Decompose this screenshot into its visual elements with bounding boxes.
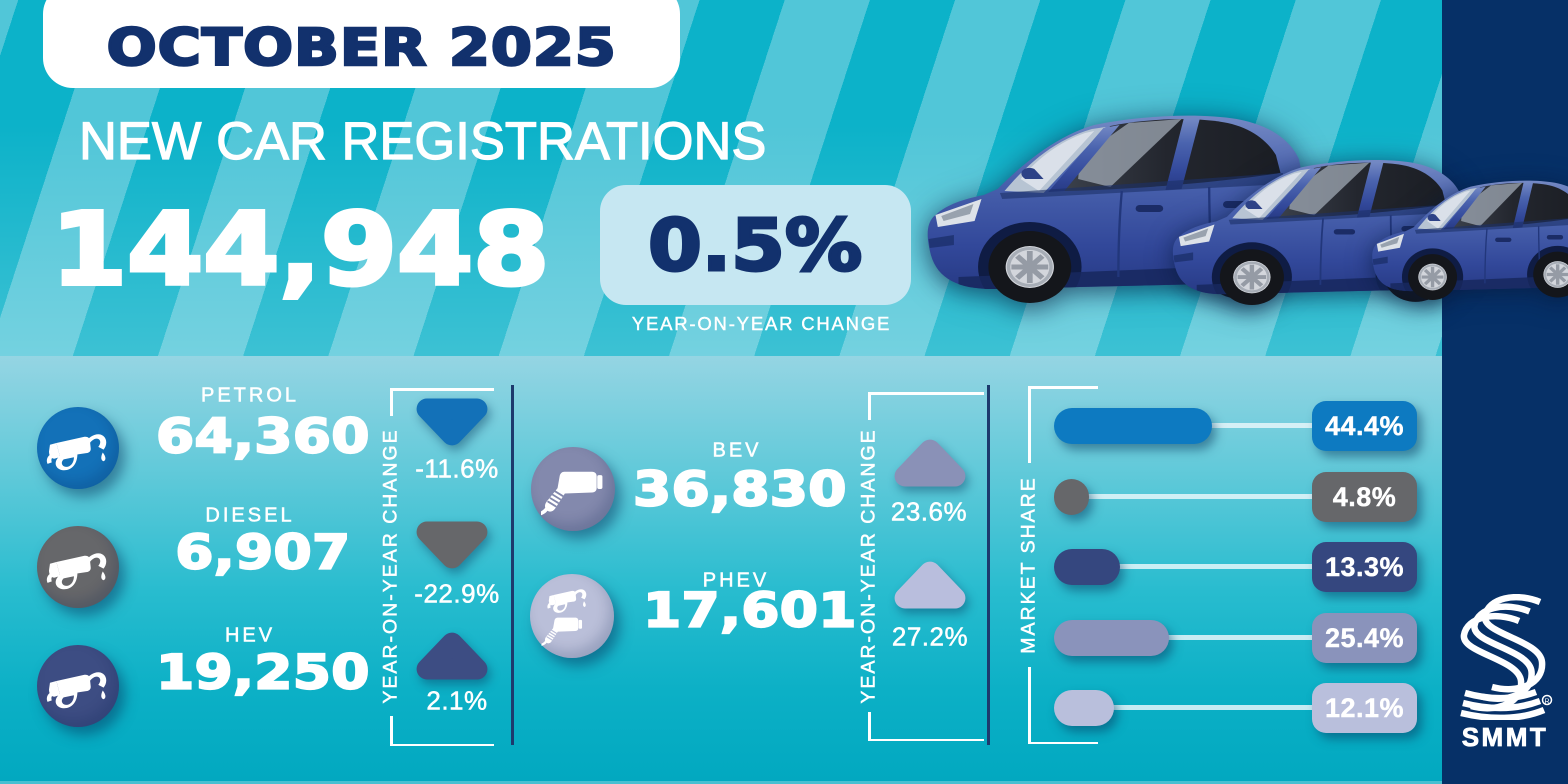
bev-label: BEV — [712, 439, 762, 462]
fuel-bracket-line-bottom — [390, 716, 393, 746]
fuel-bracket-bottom-arm — [390, 743, 494, 746]
ev-bracket-line-bottom — [868, 712, 871, 741]
market-share-bracket-bottom-arm — [1028, 741, 1098, 744]
hev-label: HEV — [224, 624, 276, 647]
diesel-label: DIESEL — [205, 504, 295, 527]
registered-mark: R — [1544, 698, 1549, 705]
market-share-bar-bev — [1054, 620, 1169, 656]
diesel-icon-circle — [37, 526, 119, 608]
diesel-yoy-triangle-down — [415, 521, 490, 571]
petrol-label: PETROL — [200, 384, 300, 407]
market-share-pill-phev: 12.1% — [1312, 683, 1417, 733]
market-share-bar-hev — [1054, 549, 1120, 585]
market-share-pill-hev: 13.3% — [1312, 542, 1417, 592]
yoy-change-caption: YEAR-ON-YEAR CHANGE — [631, 313, 892, 334]
market-share-connector — [1104, 705, 1317, 710]
market-share-pill-bev: 25.4% — [1312, 613, 1417, 663]
fuel-nozzle-icon — [45, 432, 109, 472]
market-share-value: 12.1% — [1324, 692, 1405, 723]
diesel-value: 6,907 — [174, 524, 351, 581]
petrol-icon-circle — [37, 407, 119, 489]
market-share-connector — [1202, 423, 1317, 428]
petrol-yoy-value: -11.6% — [415, 453, 499, 484]
ev-bracket-top-arm — [868, 392, 984, 395]
market-share-pill-petrol: 44.4% — [1312, 401, 1417, 451]
market-share-connector — [1110, 564, 1317, 569]
market-share-bar-diesel — [1054, 479, 1089, 515]
market-share-connector — [1079, 494, 1317, 499]
hev-icon-circle — [37, 645, 119, 727]
page-title: NEW CAR REGISTRATIONS — [78, 111, 767, 171]
diesel-yoy-value: -22.9% — [414, 578, 500, 609]
market-share-value: 44.4% — [1324, 410, 1405, 441]
month-label: OCTOBER 2025 — [105, 17, 617, 79]
ev-bracket-line-top — [868, 392, 871, 420]
hev-value: 19,250 — [155, 644, 371, 701]
market-share-connector — [1159, 635, 1317, 640]
bottom-edge-highlight — [0, 781, 1442, 784]
down-triangle-icon — [416, 398, 488, 446]
market-share-bracket-line-top — [1028, 386, 1031, 463]
yoy-change-box: 0.5% — [600, 185, 911, 305]
cars-illustration — [900, 80, 1568, 360]
smmt-logo-text: SMMT — [1461, 722, 1549, 753]
right-navy-band — [1442, 0, 1568, 784]
fuel-nozzle-icon — [45, 551, 109, 591]
market-share-bracket-label: MARKET SHARE — [1017, 476, 1040, 654]
month-banner: OCTOBER 2025 — [43, 0, 680, 88]
fuel-bracket-line-top — [390, 388, 393, 416]
bev-yoy-triangle-up — [893, 438, 968, 487]
yoy-change-value: 0.5% — [647, 202, 864, 288]
market-share-value: 13.3% — [1324, 551, 1405, 582]
bev-value: 36,830 — [632, 461, 848, 518]
fuel-nozzle-icon — [45, 670, 109, 710]
up-triangle-icon — [894, 439, 966, 487]
fuel-bracket-label: YEAR-ON-YEAR CHANGE — [379, 428, 402, 704]
down-triangle-icon — [416, 521, 488, 569]
market-share-value: 25.4% — [1324, 622, 1405, 653]
ev-plug-icon — [541, 470, 604, 517]
bev-yoy-value: 23.6% — [890, 496, 968, 527]
market-share-value: 4.8% — [1332, 481, 1397, 512]
phev-value: 17,601 — [642, 582, 858, 639]
phev-icon-circle — [530, 574, 614, 658]
hev-yoy-value: 2.1% — [426, 685, 488, 716]
market-share-pill-diesel: 4.8% — [1312, 472, 1417, 522]
up-triangle-icon — [416, 632, 488, 680]
ev-bracket-bottom-arm — [868, 738, 984, 741]
market-share-bracket-line-bottom — [1028, 667, 1031, 744]
ev-bracket-label: YEAR-ON-YEAR CHANGE — [857, 428, 880, 704]
fuel-bracket-top-arm — [390, 388, 494, 391]
phev-yoy-triangle-up — [893, 560, 968, 609]
market-share-bar-phev — [1054, 690, 1114, 726]
phev-yoy-value: 27.2% — [891, 621, 969, 652]
section-divider — [987, 385, 990, 745]
petrol-yoy-triangle-down — [415, 398, 490, 448]
smmt-logo: R — [1460, 594, 1553, 720]
petrol-value: 64,360 — [155, 408, 371, 465]
total-registrations: 144,948 — [49, 189, 552, 310]
phev-label: PHEV — [702, 569, 770, 592]
section-divider — [511, 385, 514, 745]
bev-icon-circle — [531, 447, 615, 531]
market-share-bracket-top-arm — [1028, 386, 1098, 389]
hev-yoy-triangle-up — [415, 631, 490, 680]
market-share-bar-petrol — [1054, 408, 1212, 444]
up-triangle-icon — [894, 561, 966, 609]
phev-nozzle-plug-icon — [540, 588, 588, 647]
